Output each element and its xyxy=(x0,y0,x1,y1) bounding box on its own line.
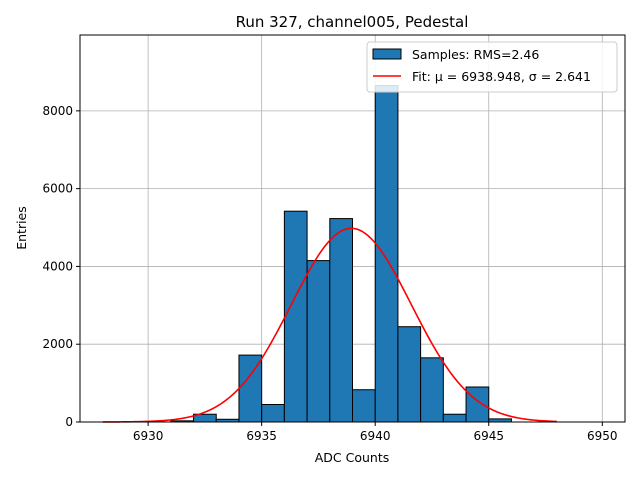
gaussian-fit-line xyxy=(102,227,557,423)
histogram-bar xyxy=(420,357,444,423)
y-tick-label: 2000 xyxy=(42,337,73,351)
histogram-bar xyxy=(397,326,422,423)
histogram-bar xyxy=(283,210,308,423)
legend-label-samples: Samples: RMS=2.46 xyxy=(412,47,539,62)
fit-layer xyxy=(102,227,557,423)
legend: Samples: RMS=2.46 Fit: μ = 6938.948, σ =… xyxy=(366,41,618,93)
y-tick-label: 6000 xyxy=(42,182,73,196)
histogram-bar xyxy=(352,389,376,423)
histogram-bar xyxy=(374,85,399,423)
y-tick-label: 0 xyxy=(65,415,73,429)
x-tick-label: 6930 xyxy=(133,429,164,443)
chart-title: Run 327, channel005, Pedestal xyxy=(236,13,469,31)
legend-box xyxy=(366,41,618,93)
x-tick-label: 6940 xyxy=(360,429,391,443)
legend-swatch-samples xyxy=(372,48,402,60)
y-axis-label: Entries xyxy=(14,206,29,250)
x-tick-label: 6945 xyxy=(473,429,504,443)
x-tick-label: 6950 xyxy=(587,429,618,443)
y-tick-label: 4000 xyxy=(42,259,73,273)
x-axis-label: ADC Counts xyxy=(315,450,390,465)
x-tick-label: 6935 xyxy=(246,429,277,443)
legend-label-fit: Fit: μ = 6938.948, σ = 2.641 xyxy=(412,69,591,84)
y-tick-label: 8000 xyxy=(42,104,73,118)
histogram-bar xyxy=(261,403,285,423)
ticks-layer: 6930 6935 6940 6945 6950 0 2000 4000 6000 8000 xyxy=(42,104,617,443)
histogram-bar xyxy=(306,260,331,423)
histogram-bar xyxy=(329,218,353,423)
histogram-bar xyxy=(442,413,467,423)
plot-frame xyxy=(79,34,626,423)
histogram-bar xyxy=(465,386,490,423)
